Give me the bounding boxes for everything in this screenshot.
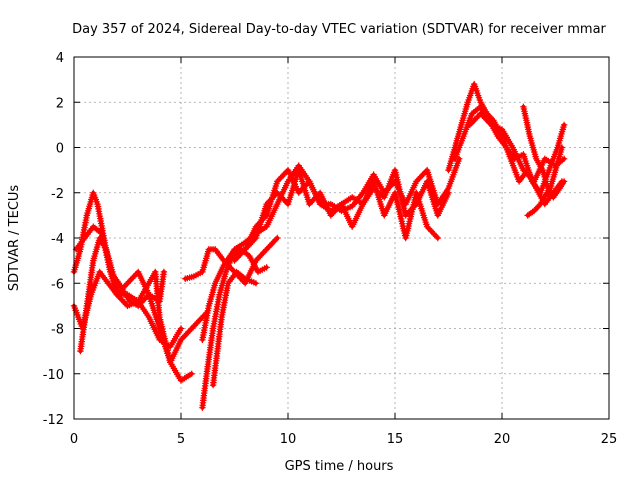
x-axis-label: GPS time / hours: [285, 459, 394, 474]
data-points: [70, 80, 568, 411]
data-series: [72, 223, 168, 310]
data-point: [558, 144, 566, 151]
data-point: [199, 314, 206, 321]
x-tick-label: 0: [70, 432, 78, 447]
data-point: [263, 264, 270, 271]
data-series: [231, 166, 441, 264]
data-point: [560, 178, 568, 185]
y-axis-label: SDTVAR / TECUs: [7, 185, 22, 292]
y-tick-label: -4: [51, 232, 64, 247]
data-series: [451, 103, 568, 196]
data-series: [242, 166, 452, 253]
data-series: [199, 155, 463, 343]
data-point: [252, 280, 260, 287]
data-series: [70, 189, 185, 350]
x-tick-label: 10: [280, 432, 297, 447]
y-tick-label: 0: [56, 142, 64, 157]
y-tick-label: -8: [51, 323, 64, 338]
data-point: [560, 121, 568, 129]
grid: [74, 57, 609, 419]
data-point: [177, 325, 185, 332]
data-point: [445, 189, 452, 196]
data-point: [188, 370, 195, 377]
axis-ticks: 0 5 10 15 20 25 -12 -10 -8 -6 -4 -2 0 2 4: [43, 51, 618, 447]
y-tick-label: -10: [43, 368, 64, 383]
data-series: [199, 246, 270, 411]
y-tick-label: -2: [51, 187, 64, 202]
x-tick-label: 15: [387, 432, 404, 447]
chart-title: Day 357 of 2024, Sidereal Day-to-day VTE…: [72, 22, 606, 37]
data-point: [560, 155, 568, 162]
x-tick-label: 5: [177, 432, 185, 447]
y-tick-label: 2: [56, 96, 64, 111]
data-series: [209, 268, 260, 389]
y-tick-label: -6: [51, 277, 64, 292]
data-point: [434, 234, 441, 242]
y-tick-label: -12: [43, 413, 64, 428]
data-point: [160, 268, 168, 276]
data-series: [524, 178, 568, 219]
data-series: [466, 110, 568, 185]
x-tick-label: 20: [494, 432, 511, 447]
data-series: [520, 103, 566, 196]
x-tick-label: 25: [601, 432, 618, 447]
data-point: [274, 234, 281, 242]
y-tick-label: 4: [56, 51, 64, 66]
